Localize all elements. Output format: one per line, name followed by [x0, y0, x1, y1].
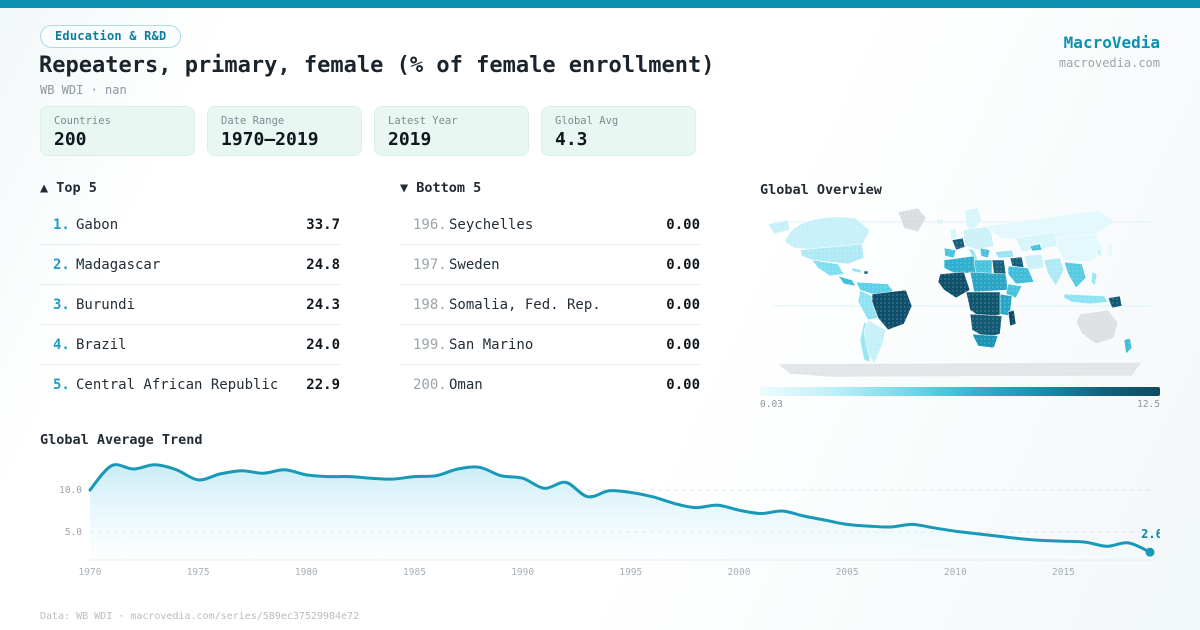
rank: 199.: [413, 336, 447, 353]
map-scale-min: 0.03: [760, 399, 783, 410]
stat-value: 200: [54, 129, 87, 150]
map-scale-labels: 0.03 12.5: [760, 399, 1160, 410]
stat-label: Countries: [54, 115, 111, 127]
map-title: Global Overview: [760, 182, 882, 198]
country-name: Oman: [449, 377, 483, 393]
list-item[interactable]: 199. San Marino 0.00: [400, 325, 700, 365]
rank: 197.: [413, 256, 447, 273]
bottom5-header: ▼ Bottom 5: [400, 180, 482, 196]
country-value: 0.00: [666, 216, 700, 233]
top5-list: ▲ Top 5 1. Gabon 33.7 2. Madagascar 24.8…: [40, 180, 340, 405]
svg-text:2.6: 2.6: [1141, 527, 1160, 541]
rank: 1.: [53, 216, 70, 233]
svg-text:5.0: 5.0: [65, 527, 82, 538]
trend-chart: 10.0 5.0 1970 1975 1980 1985 1990 1995 2000 2005 2…: [40, 450, 1163, 585]
country-name: San Marino: [449, 336, 534, 353]
rank: 2.: [53, 256, 70, 273]
list-item[interactable]: 5. Central African Republic 22.9: [40, 365, 340, 405]
country-value: 24.8: [306, 256, 340, 273]
map-scale-max: 12.5: [1137, 399, 1160, 410]
country-name: Central African Republic: [76, 377, 279, 393]
world-map-svg: [760, 202, 1160, 380]
rank: 4.: [53, 336, 70, 353]
country-value: 0.00: [666, 336, 700, 353]
stat-label: Global Avg: [555, 115, 619, 127]
country-name: Sweden: [449, 256, 500, 273]
stat-value: 4.3: [555, 129, 588, 150]
country-name: Seychelles: [449, 216, 534, 233]
stat-card-date-range: Date Range 1970—2019: [207, 106, 362, 156]
rank: 3.: [53, 296, 70, 313]
category-badge[interactable]: Education & R&D: [40, 25, 182, 48]
page-subtitle: WB WDI · nan: [40, 83, 127, 97]
country-name: Gabon: [76, 216, 119, 233]
country-name: Somalia, Fed. Rep.: [449, 296, 601, 313]
list-item[interactable]: 2. Madagascar 24.8: [40, 245, 340, 285]
svg-text:1970: 1970: [79, 567, 102, 578]
stat-card-global-avg: Global Avg 4.3: [541, 106, 696, 156]
country-value: 0.00: [666, 377, 700, 393]
bottom5-list: ▼ Bottom 5 196. Seychelles 0.00 197. Swe…: [400, 180, 700, 405]
stat-value: 1970—2019: [221, 129, 319, 150]
svg-text:10.0: 10.0: [59, 485, 82, 496]
list-item[interactable]: 197. Sweden 0.00: [400, 245, 700, 285]
list-item[interactable]: 198. Somalia, Fed. Rep. 0.00: [400, 285, 700, 325]
country-value: 24.3: [306, 296, 340, 313]
stat-card-latest-year: Latest Year 2019: [374, 106, 529, 156]
country-value: 0.00: [666, 256, 700, 273]
svg-text:1995: 1995: [619, 567, 642, 578]
rank: 196.: [413, 216, 447, 233]
svg-text:2015: 2015: [1052, 567, 1075, 578]
stat-label: Date Range: [221, 115, 285, 127]
stat-label: Latest Year: [388, 115, 458, 127]
country-value: 33.7: [306, 216, 340, 233]
svg-text:1990: 1990: [511, 567, 534, 578]
country-value: 24.0: [306, 336, 340, 353]
brand-name[interactable]: MacroVedia: [1063, 33, 1160, 52]
top-accent-bar: [0, 0, 1200, 8]
brand-block: MacroVedia macrovedia.com: [1059, 33, 1160, 70]
list-item[interactable]: 200. Oman 0.00: [400, 365, 700, 405]
world-choropleth-map: [760, 202, 1160, 380]
svg-text:2000: 2000: [728, 567, 751, 578]
list-item[interactable]: 4. Brazil 24.0: [40, 325, 340, 365]
brand-domain-link[interactable]: macrovedia.com: [1058, 56, 1160, 70]
svg-text:2005: 2005: [836, 567, 859, 578]
trend-chart-svg: 10.0 5.0 1970 1975 1980 1985 1990 1995 2000 2005 2…: [59, 463, 1163, 578]
svg-text:2010: 2010: [944, 567, 967, 578]
svg-text:1975: 1975: [187, 567, 210, 578]
top5-header: ▲ Top 5: [40, 180, 97, 196]
country-name: Brazil: [76, 336, 127, 353]
footer-attribution: Data: WB WDI · macrovedia.com/series/589…: [40, 611, 360, 622]
list-item[interactable]: 1. Gabon 33.7: [40, 205, 340, 245]
country-name: Burundi: [76, 296, 136, 313]
stat-value: 2019: [388, 129, 432, 150]
svg-text:1985: 1985: [403, 567, 426, 578]
page-title: Repeaters, primary, female (% of female …: [39, 53, 715, 78]
rank: 198.: [413, 296, 447, 313]
rank: 200.: [413, 377, 447, 393]
stat-card-countries: Countries 200: [40, 106, 195, 156]
country-value: 0.00: [666, 296, 700, 313]
country-name: Madagascar: [76, 256, 161, 273]
rank: 5.: [53, 377, 70, 393]
map-dot-texture: [760, 202, 1160, 380]
svg-text:1980: 1980: [295, 567, 318, 578]
list-item[interactable]: 196. Seychelles 0.00: [400, 205, 700, 245]
list-item[interactable]: 3. Burundi 24.3: [40, 285, 340, 325]
country-value: 22.9: [306, 377, 340, 393]
map-color-scale: [760, 387, 1160, 396]
trend-chart-title: Global Average Trend: [40, 432, 203, 448]
